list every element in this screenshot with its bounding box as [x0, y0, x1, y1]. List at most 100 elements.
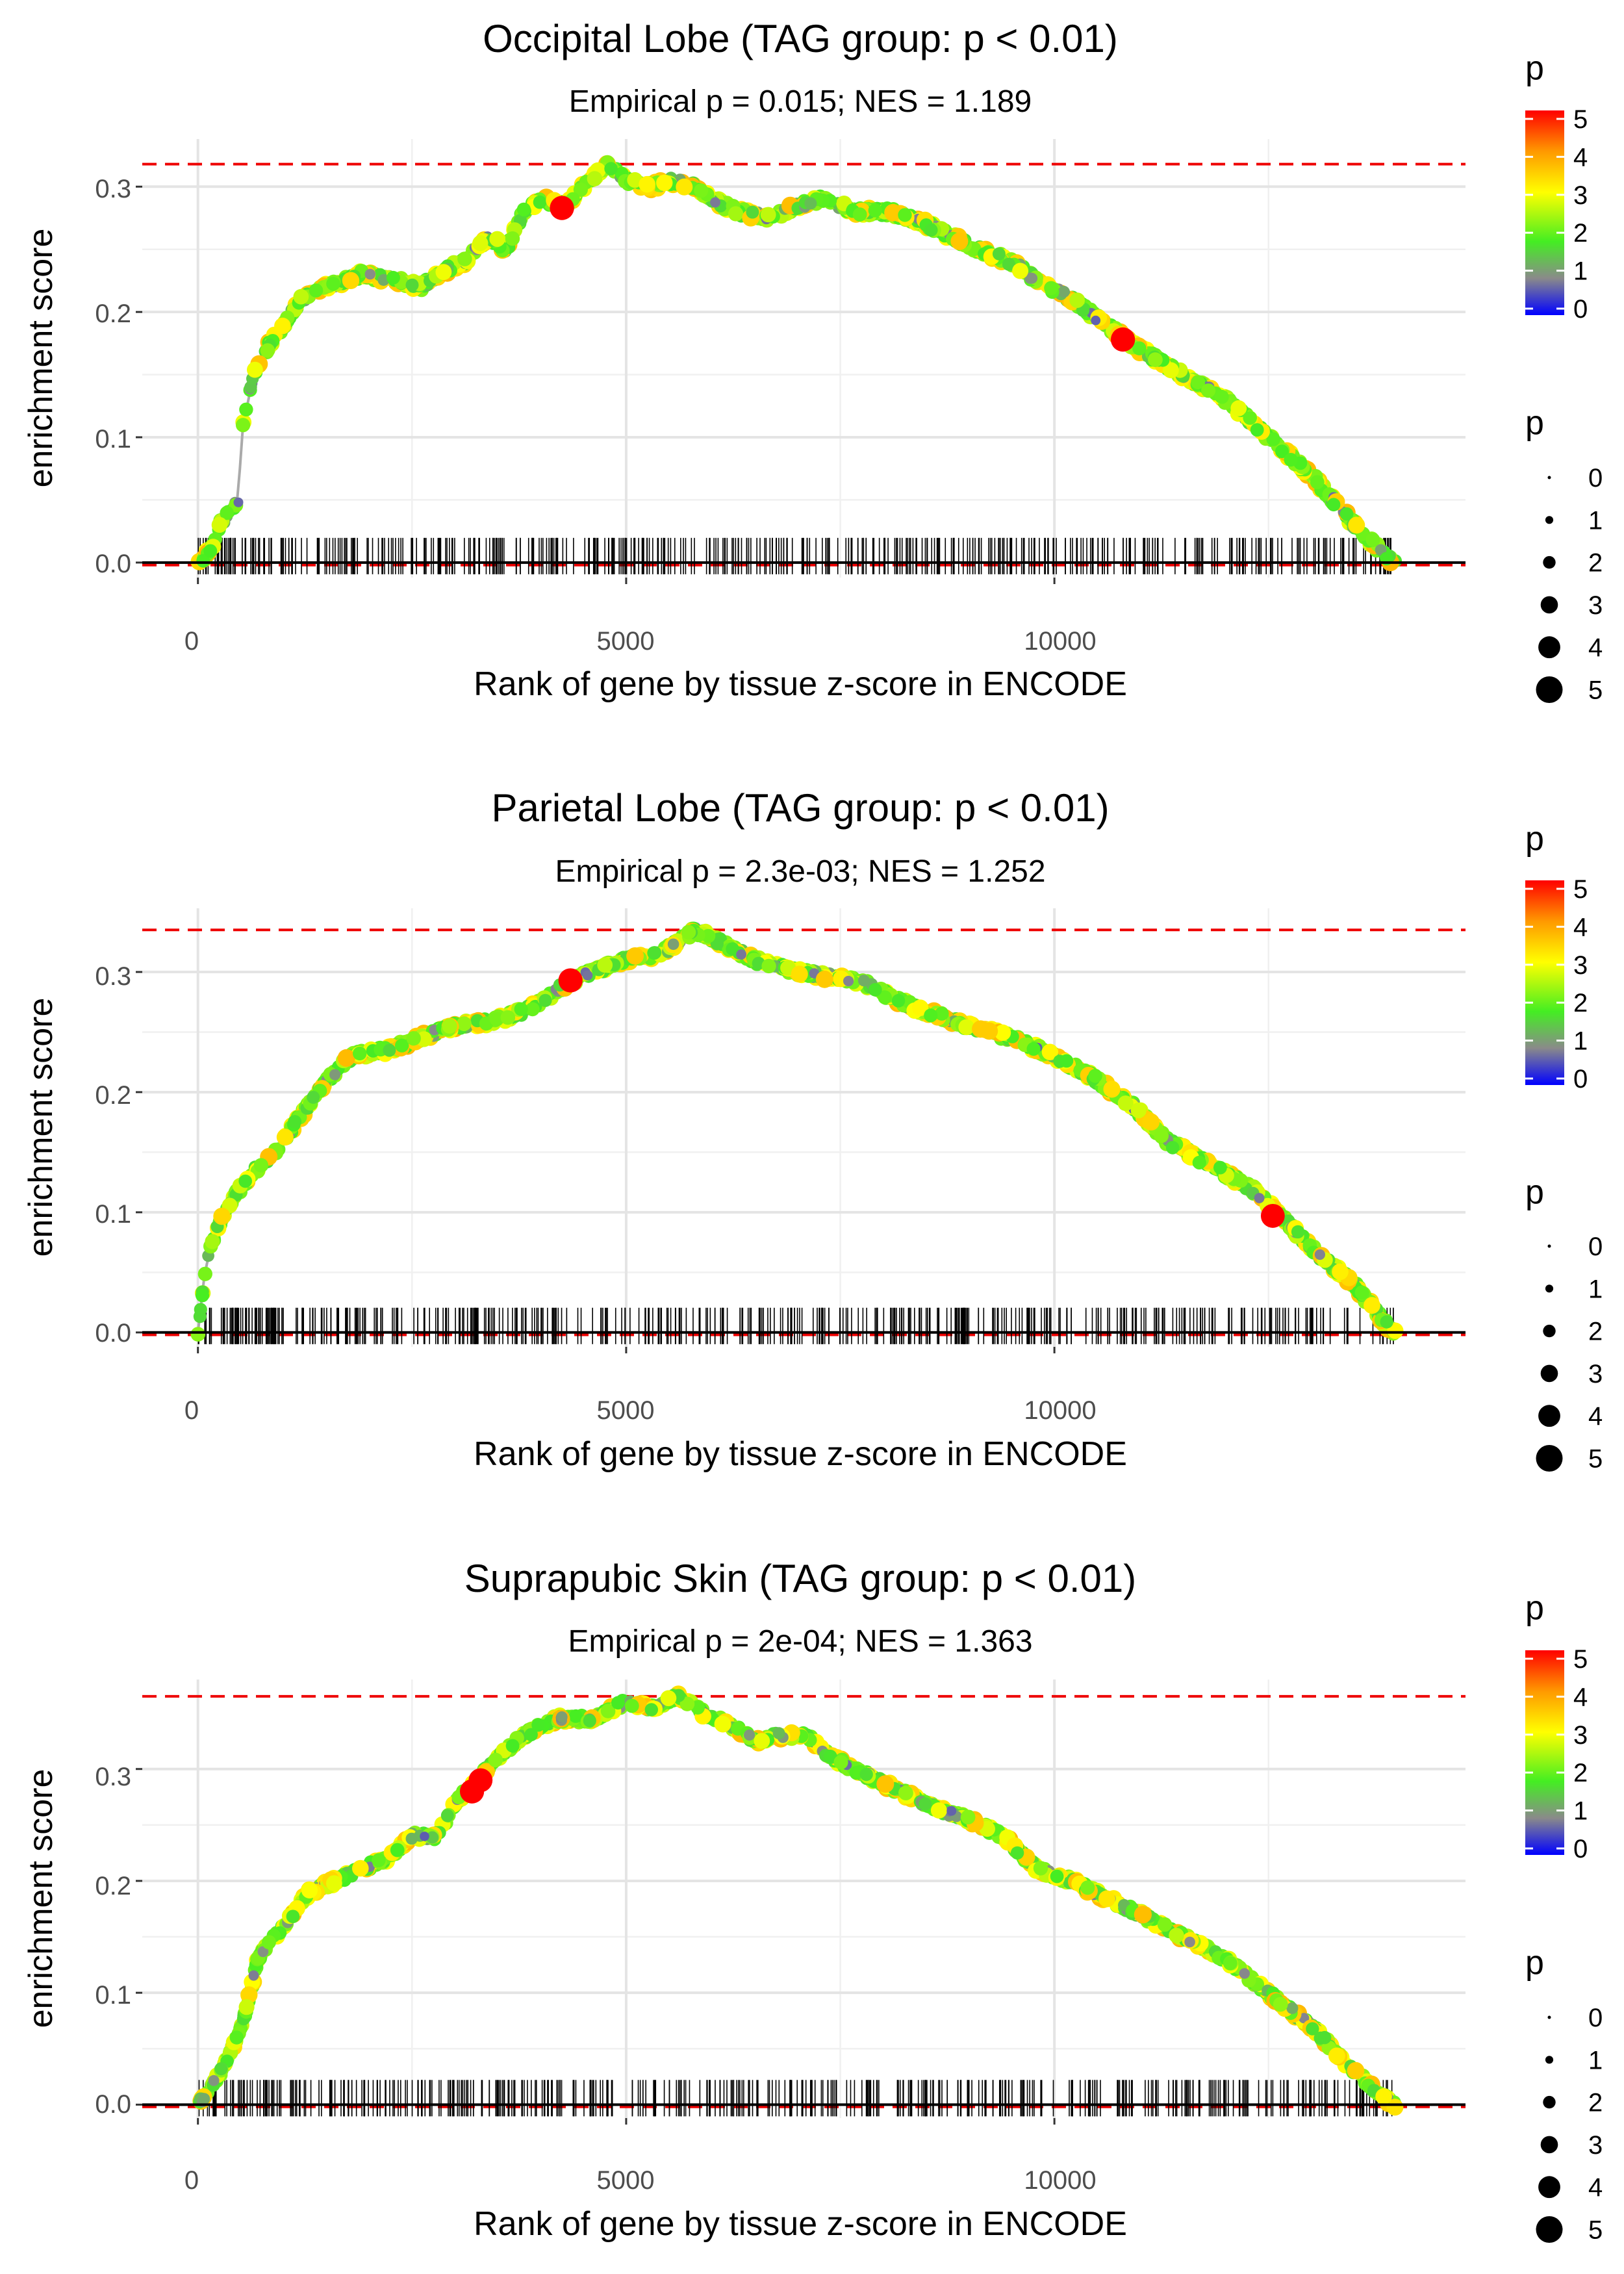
colorbar-tick-label: 4 — [1573, 1683, 1588, 1711]
enrichment-point — [531, 1718, 546, 1732]
chart-subtitle: Empirical p = 0.015; NES = 1.189 — [569, 84, 1032, 119]
enrichment-point — [1169, 1928, 1184, 1943]
enrichment-point — [489, 1012, 504, 1027]
enrichment-point — [1132, 341, 1147, 355]
enrichment-point — [390, 1843, 405, 1857]
size-legend-label: 4 — [1588, 633, 1603, 662]
enrichment-point — [505, 1739, 520, 1753]
size-legend-dot — [1536, 1445, 1563, 1472]
enrichment-point — [568, 1709, 583, 1723]
enrichment-point — [710, 937, 724, 951]
colorbar-tick-label: 5 — [1573, 875, 1588, 904]
enrichment-point — [1386, 2099, 1404, 2116]
y-tick-label: 0.0 — [95, 2090, 131, 2119]
size-legend-label: 3 — [1588, 2131, 1603, 2160]
enrichment-point — [1243, 411, 1257, 425]
colorbar-tick-label: 2 — [1573, 1759, 1588, 1787]
x-tick-label: 0 — [184, 1396, 199, 1425]
enrichment-point — [656, 174, 673, 192]
y-tick-label: 0.2 — [95, 1872, 131, 1900]
enrichment-point — [1044, 281, 1058, 296]
enrichment-point — [457, 1016, 472, 1031]
enrichment-point — [884, 203, 902, 222]
enrichment-point — [924, 1008, 938, 1023]
enrichment-point — [587, 171, 603, 186]
enrichment-point — [710, 197, 720, 208]
enrichment-point — [214, 2062, 228, 2076]
enrichment-point — [746, 205, 759, 219]
enrichment-point — [420, 1832, 429, 1841]
enrichment-point — [995, 1024, 1011, 1041]
legend-color-title: p — [1525, 820, 1544, 858]
size-legend-dot — [1543, 2095, 1556, 2109]
enrichment-point — [597, 957, 613, 973]
enrichment-point — [1163, 362, 1179, 379]
enrichment-point — [1306, 2022, 1319, 2036]
legend-size-title: p — [1525, 1173, 1544, 1211]
enrichment-point — [1002, 257, 1016, 271]
enrichment-point — [791, 965, 808, 983]
enrichment-point — [1117, 1095, 1134, 1112]
panel-occipital-lobe: Occipital Lobe (TAG group: p < 0.01) Emp… — [22, 17, 1603, 705]
enrichment-point — [238, 1999, 255, 2015]
size-legend-label: 2 — [1588, 549, 1603, 578]
enrichment-point — [1328, 2047, 1345, 2065]
color-bar — [1525, 880, 1564, 1085]
enrichment-point — [1201, 383, 1216, 398]
highlight-point — [468, 1768, 493, 1793]
enrichment-point — [843, 975, 854, 987]
enrichment-point — [1215, 389, 1229, 404]
y-tick-labels: 0.0 0.1 0.2 0.3 — [95, 1763, 131, 2119]
enrichment-point — [1091, 315, 1101, 326]
enrichment-point — [857, 975, 870, 987]
plot-area — [142, 1680, 1465, 2118]
colorbar-tick-label: 4 — [1573, 143, 1588, 172]
enrichment-point — [1069, 292, 1085, 308]
size-legend-dot — [1540, 2136, 1558, 2154]
enrichment-point — [582, 970, 593, 980]
enrichment-curve — [197, 1694, 1395, 2106]
size-legend-dot — [1545, 2056, 1554, 2064]
enrichment-point — [1275, 444, 1289, 459]
enrichment-point — [660, 1690, 677, 1706]
enrichment-point — [1157, 1917, 1173, 1932]
chart-title: Occipital Lobe (TAG group: p < 0.01) — [483, 17, 1118, 60]
chart-title: Parietal Lobe (TAG group: p < 0.01) — [491, 786, 1109, 830]
y-axis-label: enrichment score — [22, 1769, 60, 2028]
enrichment-point — [958, 1019, 974, 1036]
enrichment-point — [878, 990, 892, 1004]
enrichment-point — [1012, 262, 1029, 279]
enrichment-point — [233, 497, 244, 507]
enrichment-point — [744, 1729, 755, 1741]
size-legend-dot — [1536, 2216, 1563, 2243]
enrichment-point — [248, 1970, 259, 1981]
enrichment-point — [898, 1785, 913, 1800]
enrichment-point — [457, 251, 472, 266]
enrichment-point — [1026, 272, 1038, 284]
enrichment-point — [1291, 1225, 1305, 1239]
enrichment-point — [935, 1006, 949, 1021]
enrichment-point — [1354, 1285, 1369, 1300]
enrichment-point — [1250, 423, 1264, 437]
enrichment-point — [728, 206, 744, 222]
x-tick-label: 0 — [184, 627, 199, 656]
size-legend-label: 0 — [1588, 2004, 1603, 2032]
enrichment-point — [516, 202, 531, 216]
enrichment-point — [406, 1031, 421, 1046]
highlight-point — [558, 968, 583, 993]
size-legend-label: 5 — [1588, 2216, 1603, 2245]
enrichment-point — [1130, 1103, 1147, 1119]
enrichment-point — [197, 1266, 212, 1281]
color-bar — [1525, 1650, 1564, 1855]
enrichment-point — [395, 1038, 409, 1053]
chart-title: Suprapubic Skin (TAG group: p < 0.01) — [464, 1557, 1136, 1600]
enrichment-point — [326, 1875, 342, 1891]
enrichment-point — [533, 195, 547, 209]
enrichment-point — [342, 272, 360, 289]
y-tick-label: 0.3 — [95, 962, 131, 991]
enrichment-point — [525, 1002, 540, 1017]
enrichment-point — [1041, 1043, 1059, 1060]
enrichment-point — [364, 268, 376, 280]
size-legend-dot — [1545, 516, 1554, 524]
